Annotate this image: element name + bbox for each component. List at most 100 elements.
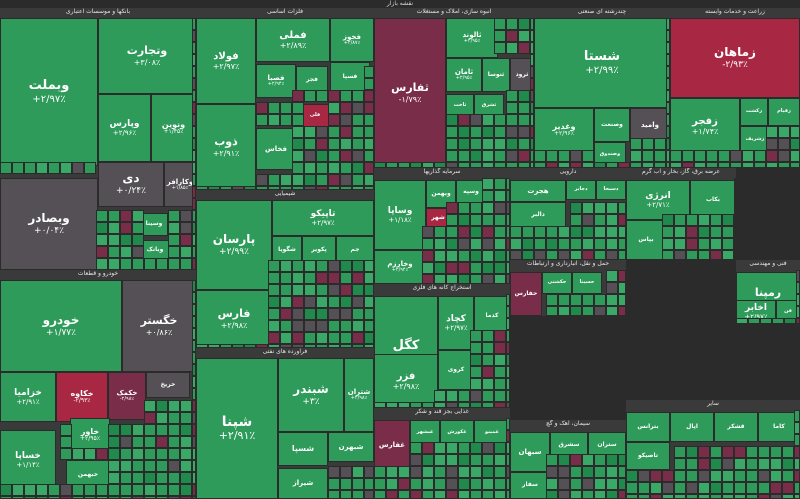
minor-stock-tile[interactable] <box>328 272 340 284</box>
minor-stock-tile[interactable] <box>352 174 364 186</box>
minor-stock-tile[interactable] <box>316 162 328 174</box>
stock-tile[interactable]: شستا +۲/۹۹٪ <box>534 18 670 108</box>
minor-stock-tile[interactable] <box>770 482 782 494</box>
minor-stock-tile[interactable] <box>280 296 292 308</box>
minor-stock-tile[interactable] <box>192 174 196 186</box>
minor-stock-tile[interactable] <box>698 446 710 458</box>
minor-stock-tile[interactable] <box>192 292 196 304</box>
minor-stock-tile[interactable] <box>192 246 196 258</box>
minor-stock-tile[interactable] <box>482 262 494 274</box>
minor-stock-tile[interactable] <box>352 466 364 478</box>
minor-stock-tile[interactable] <box>522 238 534 250</box>
minor-stock-tile[interactable] <box>662 214 674 226</box>
minor-stock-tile[interactable] <box>364 114 374 126</box>
minor-stock-tile[interactable] <box>582 150 594 162</box>
minor-stock-tile[interactable] <box>328 466 340 478</box>
minor-stock-tile[interactable] <box>618 270 626 282</box>
minor-stock-tile[interactable] <box>156 412 168 424</box>
stock-tile[interactable]: دسبحا <box>596 180 626 200</box>
minor-stock-tile[interactable] <box>180 258 192 270</box>
minor-stock-tile[interactable] <box>482 454 494 466</box>
minor-stock-tile[interactable] <box>220 344 232 348</box>
minor-stock-tile[interactable] <box>132 210 144 222</box>
minor-stock-tile[interactable] <box>458 214 470 226</box>
minor-stock-tile[interactable] <box>292 126 304 138</box>
minor-stock-tile[interactable] <box>594 478 606 490</box>
minor-stock-tile[interactable] <box>268 332 280 344</box>
minor-stock-tile[interactable] <box>458 250 470 262</box>
minor-stock-tile[interactable] <box>304 150 316 162</box>
minor-stock-tile[interactable] <box>328 284 340 296</box>
minor-stock-tile[interactable] <box>256 344 268 348</box>
minor-stock-tile[interactable] <box>638 494 650 499</box>
stock-tile[interactable]: فملی +۲/۸۹٪ <box>256 18 330 62</box>
minor-stock-tile[interactable] <box>280 284 292 296</box>
minor-stock-tile[interactable] <box>782 482 794 494</box>
minor-stock-tile[interactable] <box>256 102 268 114</box>
minor-stock-tile[interactable] <box>268 308 280 320</box>
minor-stock-tile[interactable] <box>582 226 594 238</box>
minor-stock-tile[interactable] <box>546 162 558 168</box>
minor-stock-tile[interactable] <box>730 150 742 162</box>
minor-stock-tile[interactable] <box>790 126 800 138</box>
minor-stock-tile[interactable] <box>108 460 120 472</box>
minor-stock-tile[interactable] <box>530 54 534 66</box>
stock-tile[interactable]: دی +۰/۲۴٪ <box>98 162 164 207</box>
minor-stock-tile[interactable] <box>766 138 778 150</box>
minor-stock-tile[interactable] <box>570 478 582 490</box>
minor-stock-tile[interactable] <box>796 294 800 306</box>
minor-stock-tile[interactable] <box>180 448 192 460</box>
stock-tile[interactable]: دجابر <box>566 180 596 200</box>
minor-stock-tile[interactable] <box>316 308 328 320</box>
minor-stock-tile[interactable] <box>482 250 494 262</box>
stock-tile[interactable]: شگویا <box>272 236 302 264</box>
stock-tile[interactable]: ثفارس -۱/۷۹٪ <box>374 18 446 168</box>
minor-stock-tile[interactable] <box>96 448 108 460</box>
minor-stock-tile[interactable] <box>754 162 766 168</box>
minor-stock-tile[interactable] <box>558 294 570 306</box>
stock-tile[interactable]: خاور +۲/۹۵٪ <box>70 418 110 452</box>
minor-stock-tile[interactable] <box>304 284 316 296</box>
stock-tile[interactable]: کروی <box>438 350 474 390</box>
minor-stock-tile[interactable] <box>666 30 670 42</box>
minor-stock-tile[interactable] <box>530 66 534 78</box>
minor-stock-tile[interactable] <box>96 258 108 270</box>
minor-stock-tile[interactable] <box>304 260 316 272</box>
minor-stock-tile[interactable] <box>530 126 534 138</box>
minor-stock-tile[interactable] <box>0 484 12 496</box>
stock-tile[interactable]: خگستر +۰/۸۶٪ <box>122 280 196 372</box>
minor-stock-tile[interactable] <box>458 490 470 499</box>
minor-stock-tile[interactable] <box>180 460 192 472</box>
minor-stock-tile[interactable] <box>304 308 316 320</box>
minor-stock-tile[interactable] <box>328 260 340 272</box>
minor-stock-tile[interactable] <box>734 250 736 260</box>
minor-stock-tile[interactable] <box>558 478 570 490</box>
minor-stock-tile[interactable] <box>192 30 196 42</box>
stock-tile[interactable]: پارسان +۲/۹۹٪ <box>196 200 272 290</box>
minor-stock-tile[interactable] <box>770 446 782 458</box>
minor-stock-tile[interactable] <box>422 402 434 408</box>
minor-stock-tile[interactable] <box>662 482 674 494</box>
minor-stock-tile[interactable] <box>686 446 698 458</box>
stock-tile[interactable]: ونوین +۱/۴۵٪ <box>151 94 196 162</box>
minor-stock-tile[interactable] <box>470 150 482 162</box>
minor-stock-tile[interactable] <box>778 162 790 168</box>
minor-stock-tile[interactable] <box>144 460 156 472</box>
minor-stock-tile[interactable] <box>192 388 196 400</box>
minor-stock-tile[interactable] <box>778 150 790 162</box>
minor-stock-tile[interactable] <box>108 210 120 222</box>
minor-stock-tile[interactable] <box>316 90 328 102</box>
minor-stock-tile[interactable] <box>280 102 292 114</box>
minor-stock-tile[interactable] <box>470 490 482 499</box>
stock-tile[interactable]: هجرت <box>510 180 566 202</box>
minor-stock-tile[interactable] <box>470 454 482 466</box>
stock-tile[interactable]: وبصادر +۰/۰۴٪ <box>0 178 98 270</box>
minor-stock-tile[interactable] <box>340 138 352 150</box>
minor-stock-tile[interactable] <box>120 448 132 460</box>
minor-stock-tile[interactable] <box>522 250 534 260</box>
minor-stock-tile[interactable] <box>594 306 606 316</box>
minor-stock-tile[interactable] <box>758 494 770 499</box>
minor-stock-tile[interactable] <box>698 214 710 226</box>
minor-stock-tile[interactable] <box>506 150 518 162</box>
minor-stock-tile[interactable] <box>518 126 530 138</box>
